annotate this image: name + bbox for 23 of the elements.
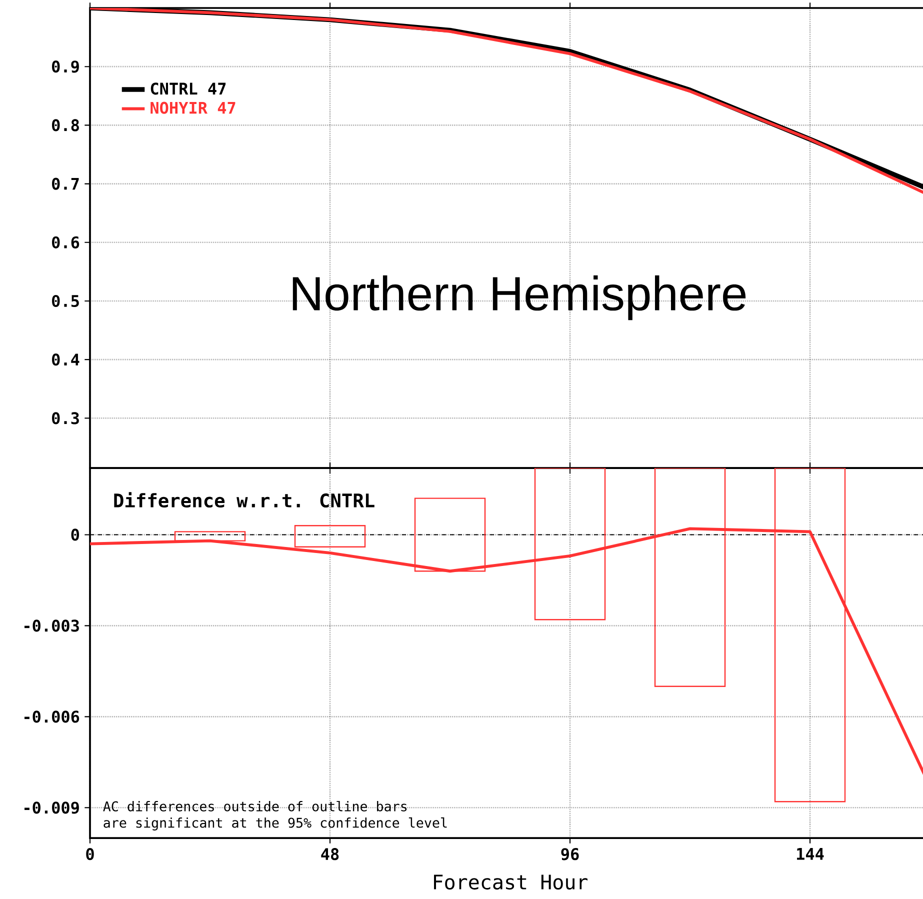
y-tick-label: 0 bbox=[71, 528, 80, 541]
legend-label: NOHYIR 47 bbox=[150, 102, 236, 114]
annotation: Difference w.r.t. CNTRL bbox=[114, 492, 374, 508]
bar bbox=[174, 531, 246, 542]
y-tick-label: 0.3 bbox=[52, 412, 79, 424]
y-tick-label: 0.8 bbox=[52, 119, 79, 132]
y-tick-label: 0.4 bbox=[52, 354, 80, 366]
x-tick-label: 144 bbox=[797, 848, 824, 860]
y-tick-label: 0.7 bbox=[52, 178, 79, 190]
y-tick-label: 0.6 bbox=[52, 236, 80, 248]
legend-label: CNTRL 47 bbox=[150, 82, 226, 95]
x-tick-label: 96 bbox=[561, 848, 579, 860]
annotation: AC differences outside of outline bars bbox=[103, 800, 407, 812]
x-axis-title: Forecast Hour bbox=[434, 874, 588, 890]
y-tick-label: 0.9 bbox=[52, 60, 79, 73]
x-tick-label: 48 bbox=[321, 848, 339, 860]
text: Northern Hemisphere bbox=[292, 275, 746, 320]
y-tick-label: -0.006 bbox=[24, 710, 80, 723]
y-tick-label: -0.009 bbox=[24, 802, 79, 814]
annotation: are significant at the 95% confidence level bbox=[104, 817, 447, 830]
x-tick-label: 0 bbox=[86, 848, 94, 860]
y-tick-label: -0.003 bbox=[24, 620, 79, 632]
y-tick-label: 0.5 bbox=[52, 294, 79, 308]
